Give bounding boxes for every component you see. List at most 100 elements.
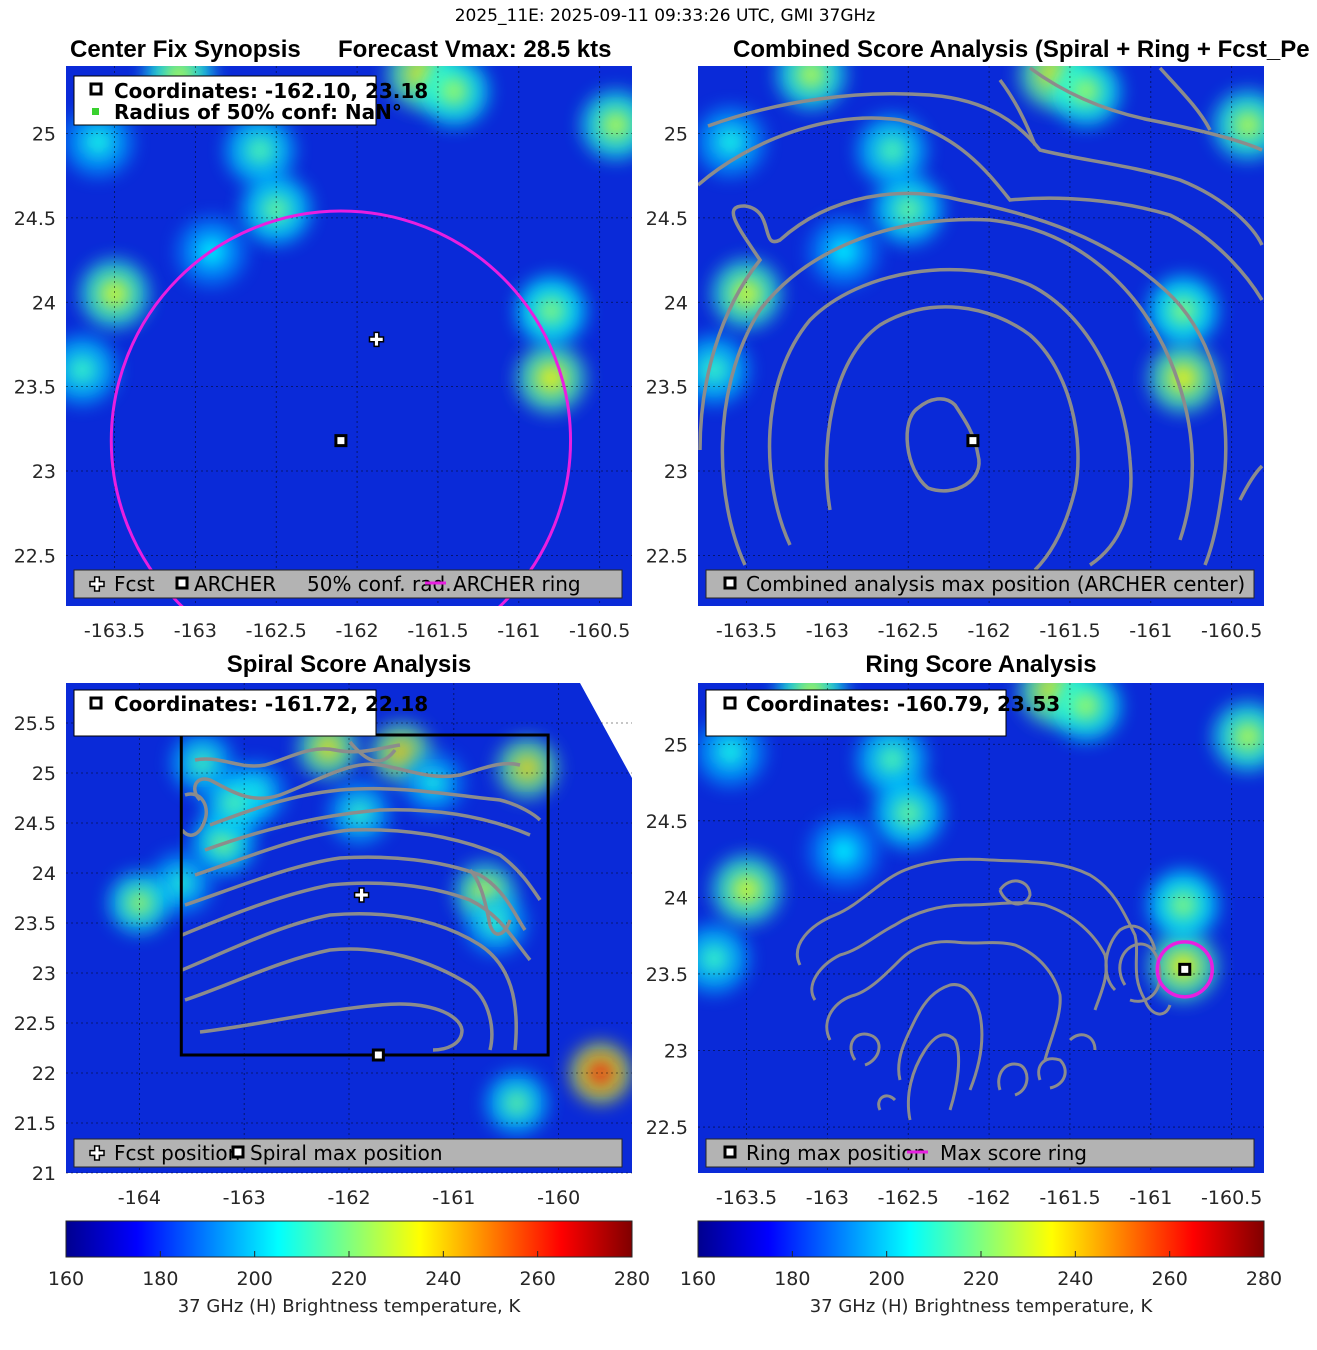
contour-line xyxy=(1104,924,1157,992)
contour-line xyxy=(194,743,401,768)
info-box-frame xyxy=(73,689,377,737)
heatmap-cell xyxy=(84,127,113,156)
plus-marker xyxy=(89,576,105,592)
contour-line xyxy=(181,912,518,1051)
info-coordinates: Coordinates: -160.79, 23.53 xyxy=(746,692,1060,716)
y-tick-label: 23.5 xyxy=(14,377,56,399)
contour-line xyxy=(720,217,1195,566)
x-tick-label: -162.5 xyxy=(878,1187,939,1209)
plus-marker xyxy=(89,1145,105,1161)
y-tick-label: 23.5 xyxy=(14,913,56,935)
y-tick-label: 25 xyxy=(664,734,688,756)
x-tick-label: -163 xyxy=(223,1187,266,1209)
heatmap-cell xyxy=(246,136,275,165)
contour-line xyxy=(877,1094,897,1111)
colorbar-tick-label: 240 xyxy=(1057,1268,1093,1290)
legend: Fcst ARCHER 50% conf. rad. ARCHER ring xyxy=(73,569,623,599)
heatmap-cell xyxy=(1233,111,1262,140)
y-tick-label: 22.5 xyxy=(646,1117,688,1139)
grid-lines xyxy=(66,66,632,606)
swath-edge-nodata xyxy=(580,683,632,778)
y-tick-label: 24.5 xyxy=(14,208,56,230)
legend-box xyxy=(705,569,1255,599)
colorbar-tick-label: 260 xyxy=(520,1268,556,1290)
x-tick-label: -163.5 xyxy=(716,1187,777,1209)
contour-line xyxy=(905,397,981,493)
heatmap-cell xyxy=(1169,891,1198,920)
spiral-max-marker xyxy=(371,1048,385,1062)
x-tick-label: -164 xyxy=(118,1187,161,1209)
x-tick-label: -161 xyxy=(432,1187,475,1209)
contour-line xyxy=(184,947,494,1051)
brightness-heatmap xyxy=(698,683,1264,1001)
legend-fcst-icon xyxy=(89,1145,105,1161)
y-tick-label: 25 xyxy=(664,124,688,146)
contour-line xyxy=(998,78,1037,146)
y-tick-label: 24.5 xyxy=(646,208,688,230)
x-tick-label: -163.5 xyxy=(716,620,777,642)
contour-line xyxy=(825,940,1062,1061)
y-tick-label: 24.5 xyxy=(14,813,56,835)
panel-title: Ring Score Analysis xyxy=(865,651,1096,678)
fcst-marker xyxy=(353,887,370,903)
x-tick-label: -161 xyxy=(497,620,540,642)
legend-box xyxy=(705,1138,1255,1168)
legend-box xyxy=(73,569,623,599)
heatmap-cell xyxy=(716,127,745,156)
contour-line xyxy=(348,740,397,763)
contour-line xyxy=(698,191,1228,566)
legend-max-score-ring: Max score ring xyxy=(940,1141,1087,1165)
x-tick-label: -161.5 xyxy=(1039,1187,1100,1209)
panel-title: Spiral Score Analysis xyxy=(227,651,472,678)
colorbar-tick-label: 200 xyxy=(869,1268,905,1290)
y-tick-label: 23 xyxy=(664,1041,688,1063)
contour-line xyxy=(1037,1057,1067,1090)
contour-line xyxy=(698,116,1264,301)
y-tick-label: 25.5 xyxy=(14,713,56,735)
legend-archer-icon xyxy=(175,576,189,590)
grid-lines xyxy=(698,66,1264,606)
info-coordinates: Coordinates: -161.72, 22.18 xyxy=(114,692,428,716)
contour-line xyxy=(1068,1033,1097,1051)
heatmap-cell xyxy=(504,1091,529,1115)
x-tick-label: -160.5 xyxy=(1201,1187,1262,1209)
x-tick-label: -163 xyxy=(174,620,217,642)
info-box-frame xyxy=(73,75,377,126)
y-tick-label: 23 xyxy=(32,963,56,985)
x-tick-label: -163.5 xyxy=(84,620,145,642)
coordinates-marker xyxy=(89,82,103,96)
panel-ring-score: Ring Score Analysis Coordinates: -160.79… xyxy=(646,651,1264,1209)
heatmap-cell xyxy=(797,66,826,89)
y-tick-label: 21.5 xyxy=(14,1113,56,1135)
contour-line xyxy=(181,881,532,962)
y-tick-label: 25 xyxy=(32,124,56,146)
x-tick-label: -162 xyxy=(336,620,379,642)
x-tick-label: -162 xyxy=(968,1187,1011,1209)
square-marker xyxy=(966,434,980,448)
y-tick-label: 22.5 xyxy=(14,1013,56,1035)
info-box: Coordinates: -160.79, 23.53 xyxy=(705,689,1060,737)
x-tick-label: -162.5 xyxy=(246,620,307,642)
heatmap-cell xyxy=(515,756,540,780)
heatmap-cell xyxy=(829,237,858,266)
heatmap-cell xyxy=(440,77,469,106)
panel-spiral-score: Spiral Score Analysis Coordinates: -161 xyxy=(14,651,632,1209)
heatmap-cell xyxy=(716,737,745,766)
y-tick-label: 23.5 xyxy=(646,377,688,399)
heatmap-cell xyxy=(100,279,129,308)
contour-line xyxy=(897,983,984,1091)
x-tick-label: -162.5 xyxy=(878,620,939,642)
y-tick-label: 22.5 xyxy=(14,545,56,567)
y-tick-label: 23 xyxy=(32,461,56,483)
x-tick-label: -161 xyxy=(1129,620,1172,642)
contour-line xyxy=(1118,942,1162,1003)
contour-line xyxy=(193,762,521,802)
colorbar-tick-label: 180 xyxy=(774,1268,810,1290)
legend-spiral-icon xyxy=(231,1145,245,1159)
heatmap-cell xyxy=(588,1061,613,1085)
heatmap-cell xyxy=(878,745,907,774)
contour-line xyxy=(1238,464,1264,501)
contour-line xyxy=(849,1032,881,1067)
colorbar-tick-label: 180 xyxy=(142,1268,178,1290)
heatmap-cell xyxy=(894,195,923,224)
